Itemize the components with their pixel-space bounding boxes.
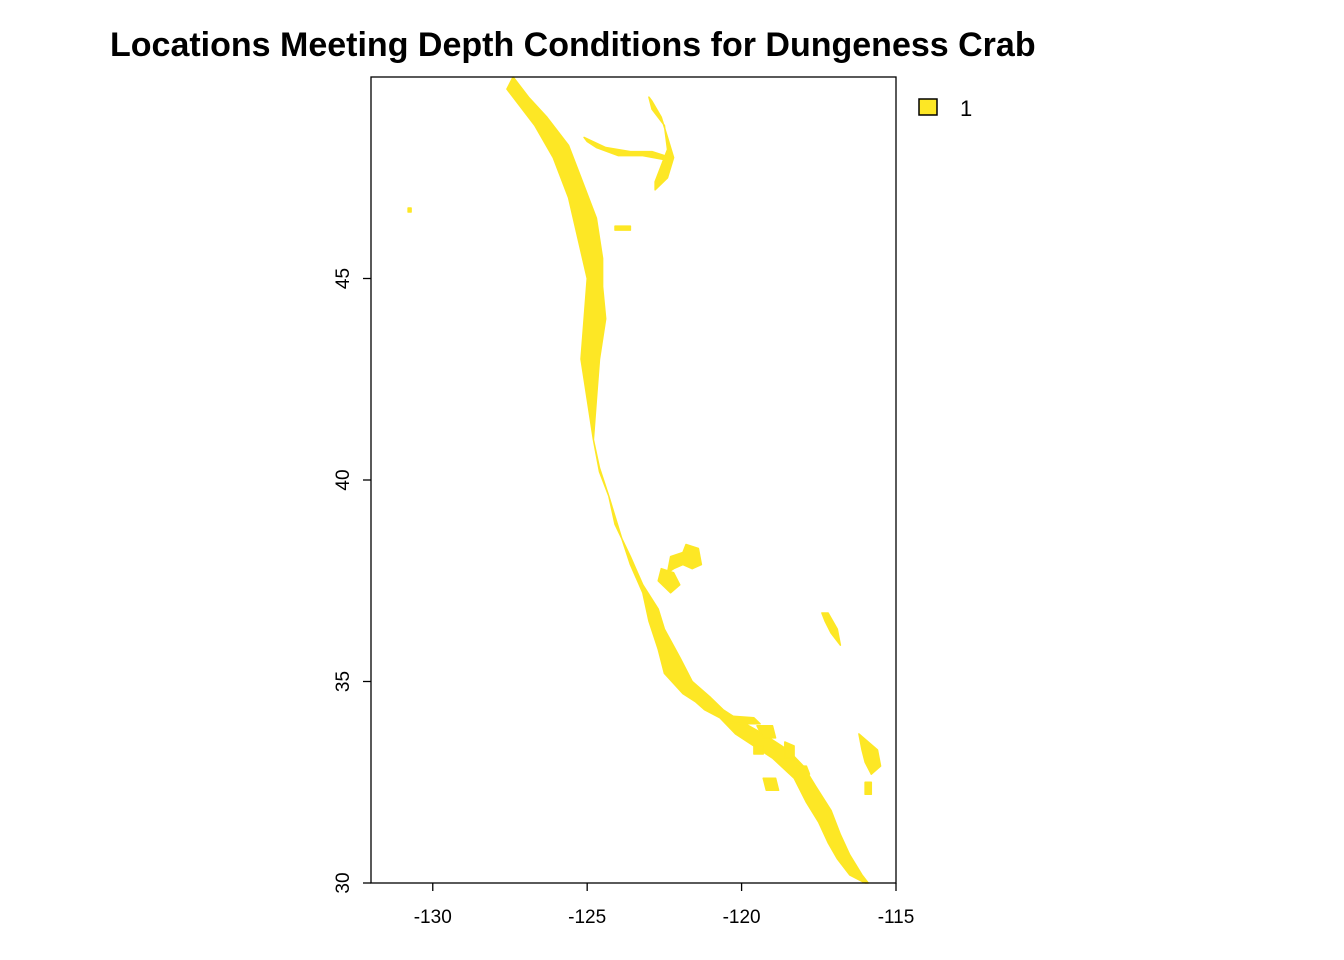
habitat-region-coast-band [506, 76, 869, 884]
habitat-region-salton-patch [858, 733, 882, 775]
y-tick-label: 40 [333, 469, 354, 490]
habitat-region-puget-sound [648, 96, 675, 191]
plot-frame [370, 76, 897, 884]
habitat-regions [407, 76, 882, 884]
habitat-region-columbia-estuary [614, 225, 632, 231]
x-tick-label: -120 [723, 907, 761, 928]
legend: 1 [918, 96, 972, 121]
habitat-region-san-clemente-island [784, 741, 795, 759]
habitat-region-cortes-patch [762, 777, 780, 792]
legend-swatch [918, 98, 938, 116]
habitat-region-salton-drop [864, 781, 873, 796]
x-axis: -130 -125 -120 -115 [414, 883, 915, 928]
habitat-region-sf-bay-flank [657, 567, 681, 594]
y-tick-label: 45 [333, 268, 354, 289]
habitat-region-channel-island-west [725, 715, 761, 725]
x-tick-label: -115 [878, 907, 915, 928]
habitat-region-offshore-speck [407, 207, 412, 213]
habitat-region-san-nicolas-island [753, 745, 764, 755]
y-axis: 30 35 40 45 [333, 268, 371, 894]
map-title: Locations Meeting Depth Conditions for D… [110, 26, 1036, 64]
habitat-region-channel-island-east [756, 725, 777, 739]
y-tick-label: 30 [333, 872, 354, 893]
habitat-region-coastal-fleck [796, 765, 811, 775]
habitat-region-farallon-patch [666, 543, 703, 574]
x-tick-label: -125 [568, 907, 606, 928]
x-tick-label: -130 [414, 907, 452, 928]
habitat-region-inland-sliver [821, 612, 842, 646]
habitat-region-strait-juan-de-fuca [583, 136, 666, 161]
y-tick-label: 35 [333, 671, 354, 692]
legend-label: 1 [960, 96, 972, 121]
